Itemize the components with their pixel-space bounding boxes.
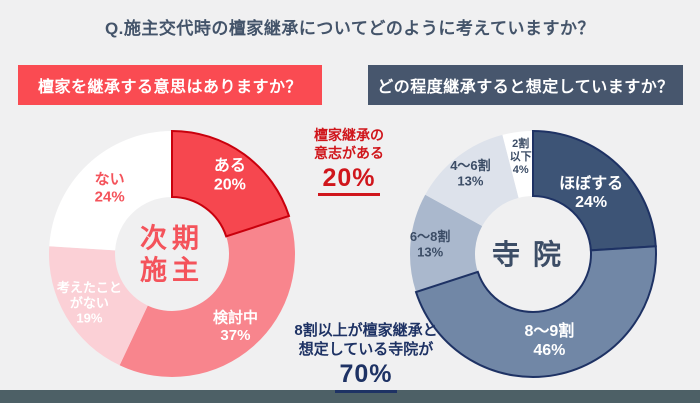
slice-label-4～6割: 4～6割 13% (450, 158, 490, 188)
donut-chart-next-owner: ある 20% 検討中 37% 考えたことがない 19% ない 24% 次期施主 (48, 129, 295, 377)
slice-label-ほぼする: ほぼする 24% (559, 174, 623, 211)
donut-center-label: 寺院 (492, 238, 574, 270)
donut-slice-8～9割 (414, 245, 657, 378)
donut-slice-2割以下 (502, 131, 533, 198)
slice-label-考えたことがない: 考えたことがない 19% (57, 280, 122, 326)
slice-label-ある: ある 20% (214, 157, 246, 194)
donut-slice-検討中 (119, 215, 295, 377)
annotation-line: 想定している寺院が (298, 341, 434, 359)
donut-slice-ない (49, 131, 172, 251)
annotation-value: 20% (287, 164, 411, 197)
footer-bar (0, 390, 700, 403)
donut-center-label: 次期施主 (140, 224, 204, 286)
annotation-line: 檀家継承の (314, 127, 384, 143)
page-title: Q.施主交代時の檀家継承についてどのように考えていますか？ (104, 19, 596, 38)
question-banner-succession-extent: どの程度継承すると想定していますか？ (368, 65, 683, 105)
annotation-succession-intent: 檀家継承の 意志がある 20% (287, 127, 411, 197)
annotation-value: 70% (284, 361, 448, 393)
donut-slice-ある (171, 129, 291, 238)
slice-label-検討中: 検討中 37% (213, 308, 258, 344)
slice-label-ない: ない 24% (95, 171, 125, 206)
donut-slice-6～8割 (410, 194, 483, 293)
donut-slice-考えたことがない (48, 246, 148, 366)
slice-label-6～8割: 6～8割 13% (410, 229, 450, 259)
slice-label-2割以下: 2割以下 4% (510, 136, 532, 176)
donut-slice-ほぼする (532, 129, 657, 252)
annotation-line: 8割以上が檀家継承と (294, 322, 438, 339)
annotation-temple-expectation: 8割以上が檀家継承と 想定している寺院が 70% (284, 321, 448, 393)
annotation-line: 意志がある (314, 144, 384, 161)
donut-slice-4～6割 (425, 134, 519, 227)
donut-chart-temple: ほぼする 24% 8～9割 46% 6～8割 13% 4～6割 13% 2割以下 4% 寺院 (410, 129, 657, 378)
question-banner-succession-intent: 檀家を継承する意思はありますか？ (18, 65, 322, 105)
slice-label-8～9割: 8～9割 46% (524, 321, 574, 359)
